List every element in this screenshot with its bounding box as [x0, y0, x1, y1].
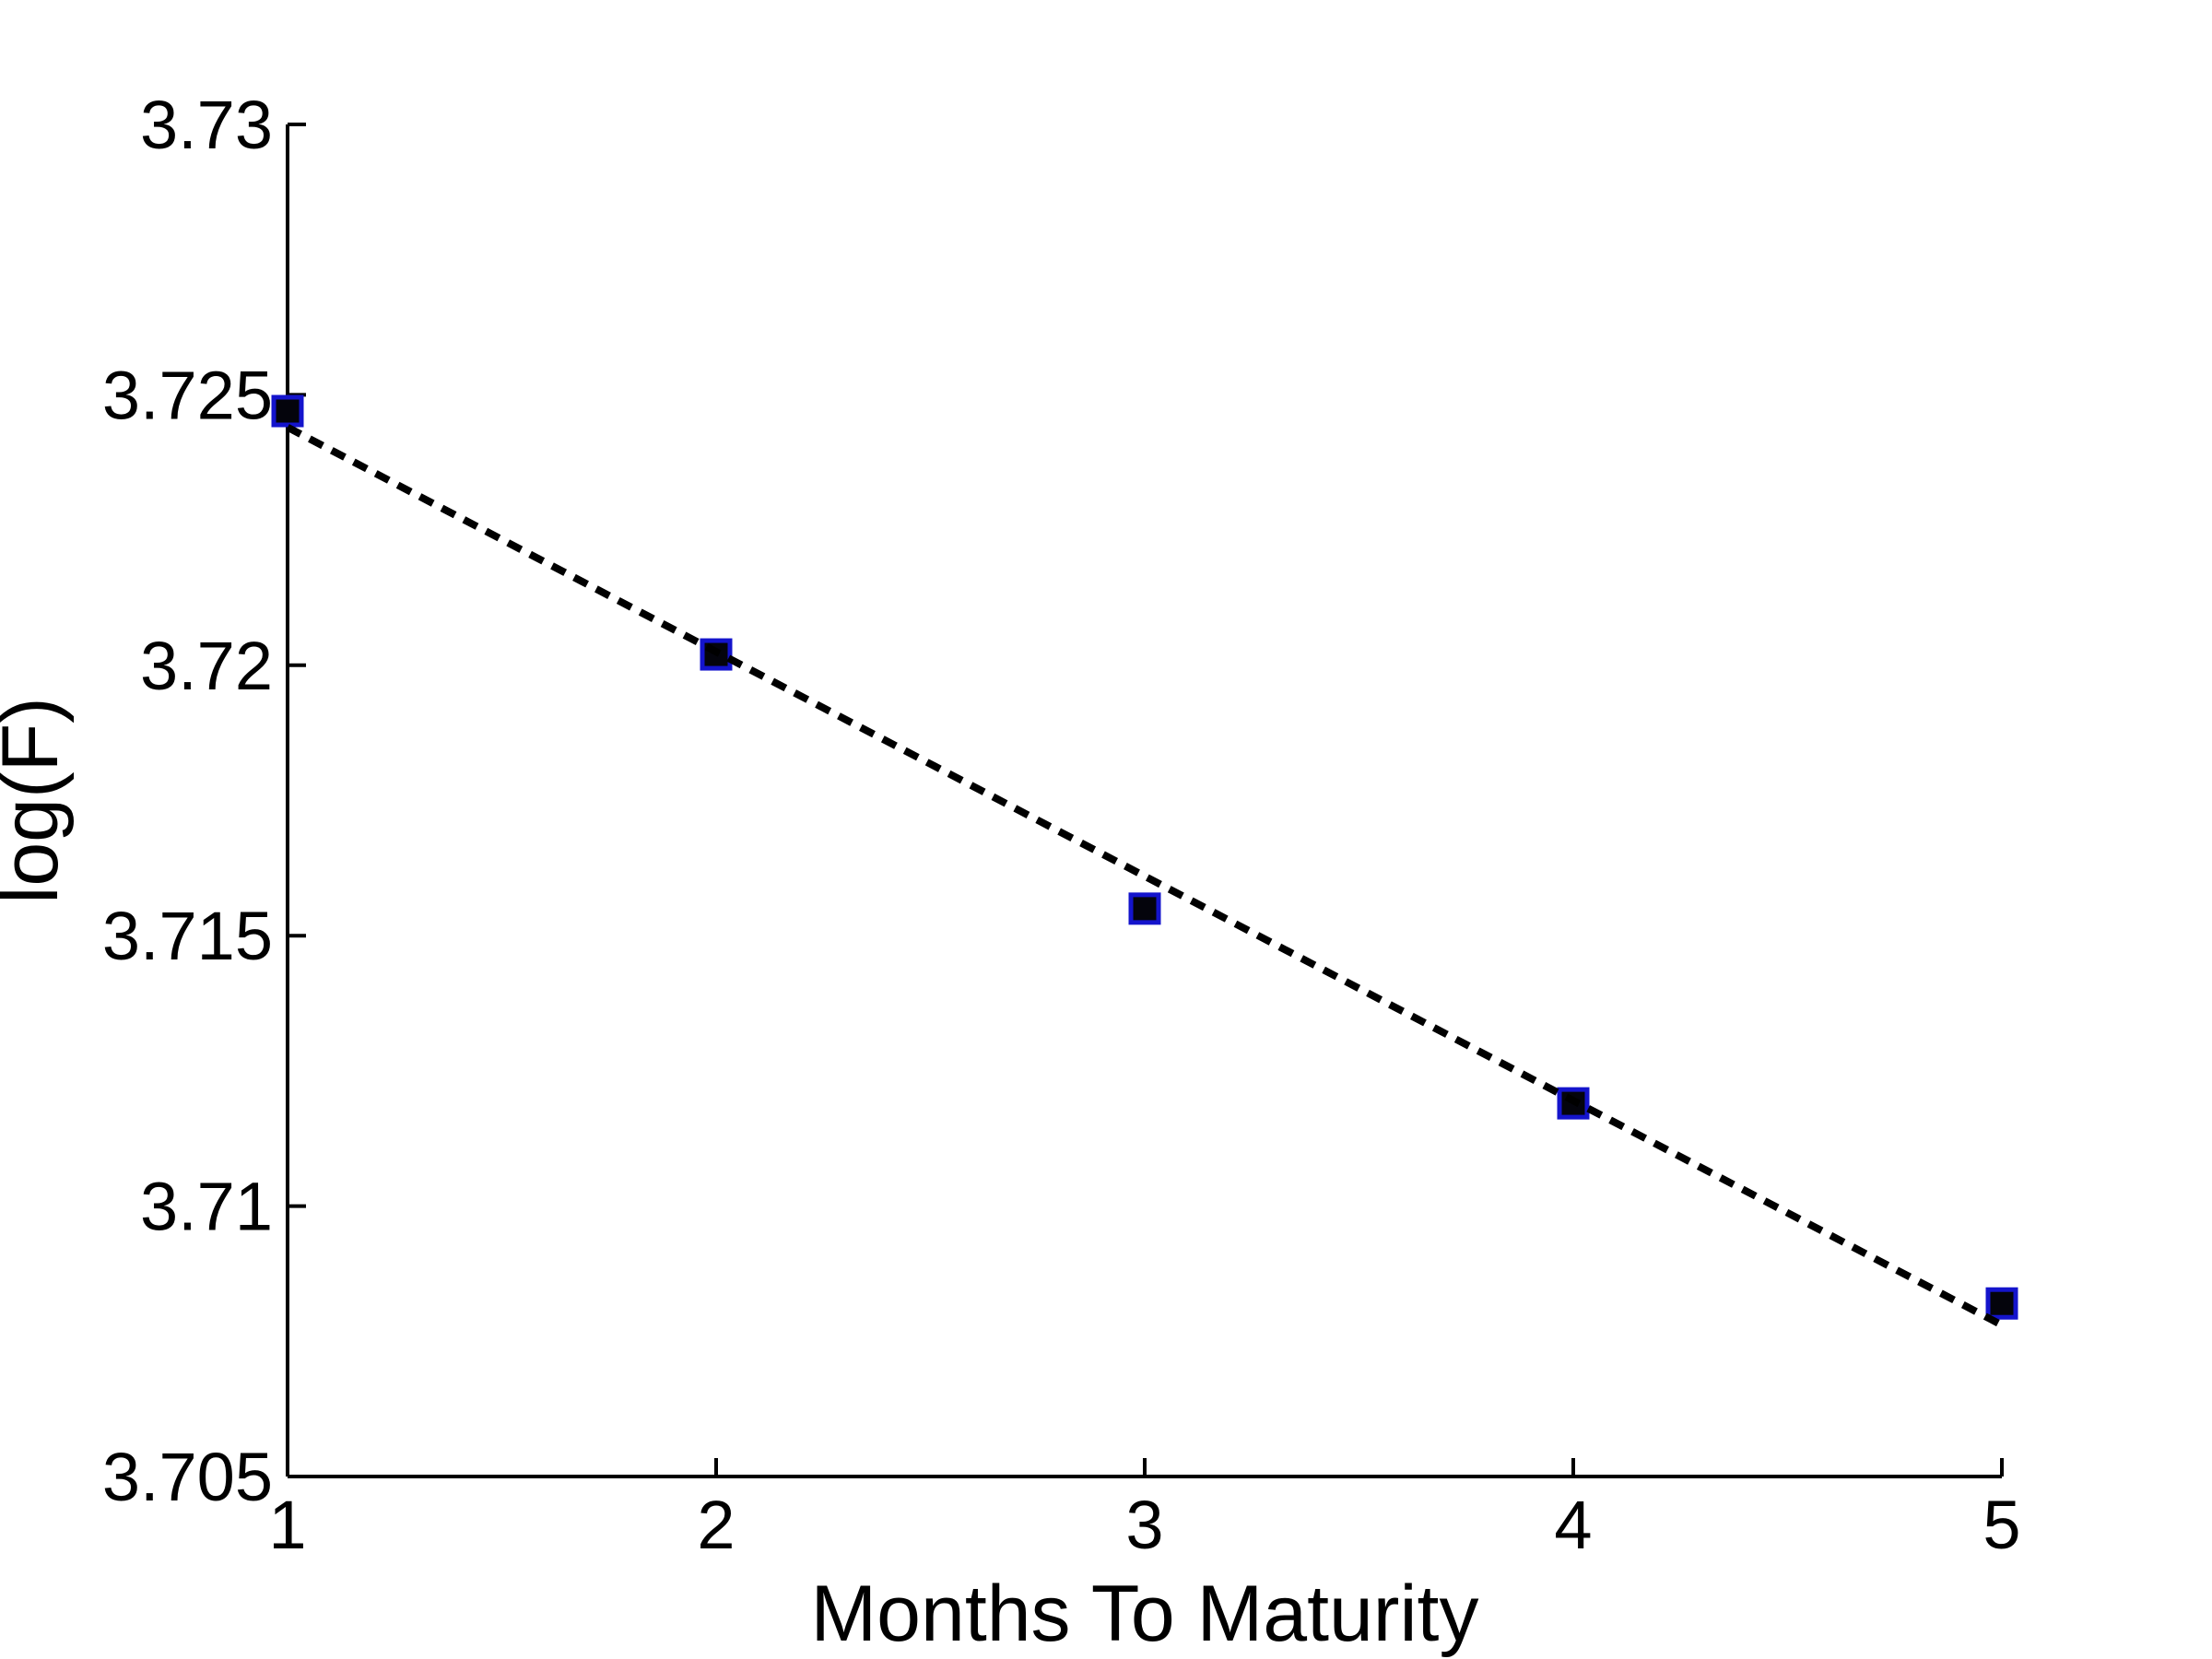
y-axis-label: log(F)	[0, 697, 75, 904]
x-tick-label: 5	[1983, 1487, 2020, 1563]
data-point-marker	[1985, 1287, 2018, 1320]
y-tick-label: 3.715	[102, 898, 273, 974]
data-point-marker	[1128, 892, 1161, 925]
x-tick-label: 4	[1554, 1487, 1592, 1563]
y-tick-label: 3.725	[102, 357, 273, 433]
x-tick-label: 2	[697, 1487, 735, 1563]
x-tick-label: 1	[268, 1487, 306, 1563]
y-tick-label: 3.705	[102, 1439, 273, 1515]
x-axis-label: Months To Maturity	[811, 1570, 1479, 1658]
y-tick-label: 3.73	[140, 87, 273, 163]
y-tick-label: 3.71	[140, 1169, 273, 1245]
linear-fit-line	[286, 424, 2004, 1329]
y-tick-label: 3.72	[140, 628, 273, 704]
data-point-marker	[271, 394, 304, 428]
x-tick-label: 3	[1125, 1487, 1163, 1563]
